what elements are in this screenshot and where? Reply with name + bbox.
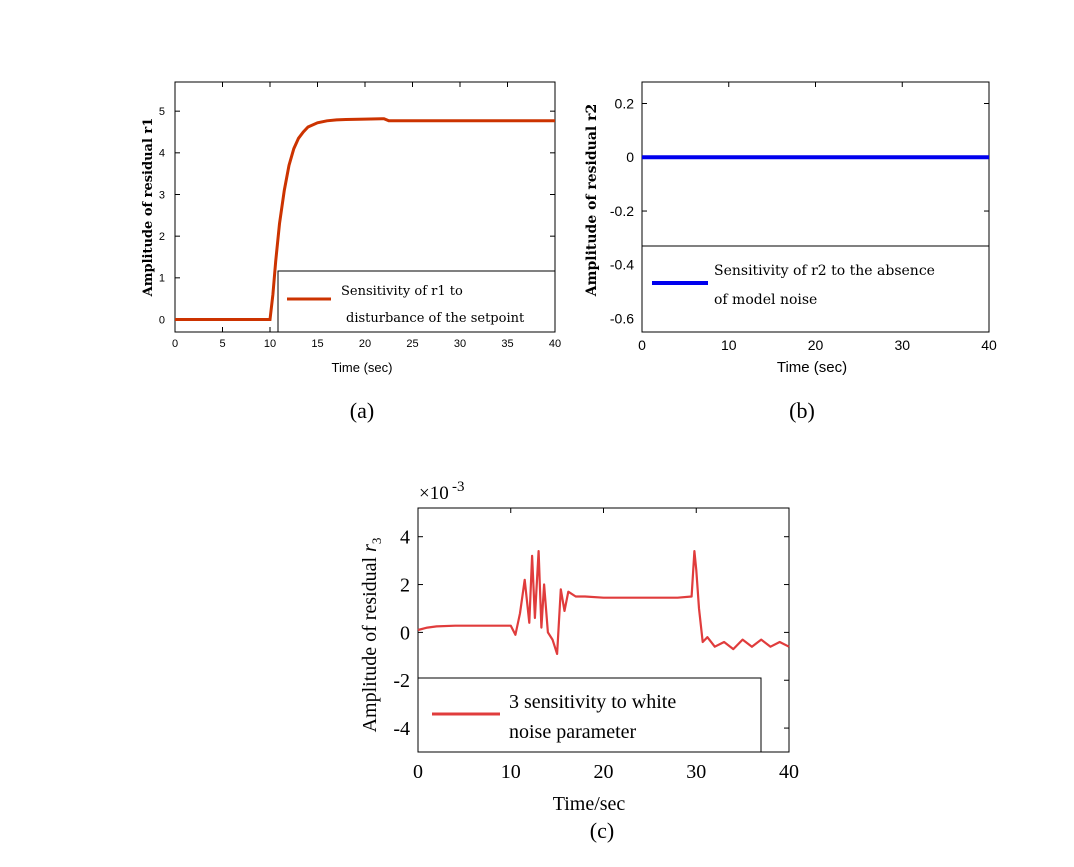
caption-b: (b) <box>789 398 815 423</box>
y-tick-label-c-1: 2 <box>400 575 410 597</box>
legend-c: 3 sensitivity to white noise parameter <box>417 677 762 753</box>
x-tick-label-b-2: 20 <box>808 337 824 353</box>
y-tick-label-b-1: 0 <box>626 149 634 165</box>
y-tick-label-b-4: -0.6 <box>610 310 634 326</box>
legend-a: Sensitivity of r1 to disturbance of the … <box>277 270 556 333</box>
legend-label-a-line1: Sensitivity of r1 to <box>341 284 463 299</box>
y-tick-label-c-0: 4 <box>400 527 410 549</box>
x-tick-label-a-2: 10 <box>264 338 276 350</box>
legend-label-a-line2: disturbance of the setpoint <box>346 311 525 326</box>
y-tick-label-a-5: 5 <box>159 106 165 118</box>
series-line-c <box>417 550 790 655</box>
y-tick-label-b-2: -0.2 <box>610 203 634 219</box>
x-tick-label-a-6: 30 <box>454 338 466 350</box>
multiplier-exponent: -3 <box>452 479 465 495</box>
x-tick-label-c-4: 40 <box>779 761 799 783</box>
y-tick-label-c-3: -2 <box>393 670 410 692</box>
x-tick-label-a-0: 0 <box>172 338 178 350</box>
y-tick-label-b-3: -0.4 <box>610 257 634 273</box>
multiplier-base: ×10 <box>419 483 449 504</box>
y-axis-label-c: Amplitude of residual r3 <box>359 538 384 733</box>
x-tick-labels-c: 0 10 20 30 40 <box>413 761 799 783</box>
x-tick-labels-a: 0 5 10 15 20 25 30 35 40 <box>172 338 561 350</box>
panel-c: 420-2-4 0 10 20 30 40 3 sensitivity to white… <box>359 479 799 843</box>
y-tick-label-a-0: 0 <box>159 314 165 326</box>
x-tick-label-c-1: 10 <box>501 761 521 783</box>
caption-a: (a) <box>350 398 374 423</box>
y-tick-label-a-2: 2 <box>159 231 165 243</box>
legend-b: Sensitivity of r2 to the absence of mode… <box>641 245 990 333</box>
x-tick-label-a-8: 40 <box>549 338 561 350</box>
legend-label-b-line1: Sensitivity of r2 to the absence <box>714 263 935 279</box>
x-tick-label-b-4: 40 <box>981 337 997 353</box>
x-tick-label-a-1: 5 <box>219 338 225 350</box>
x-tick-label-a-7: 35 <box>501 338 513 350</box>
multiplier-c: ×10 -3 <box>419 479 465 504</box>
y-tick-label-a-3: 3 <box>159 189 165 201</box>
panel-b: 0.2 0 -0.2 -0.4 -0.6 0 10 20 30 40 Sensitivity o… <box>584 81 997 423</box>
x-axis-label-a: Time (sec) <box>332 360 393 375</box>
x-tick-labels-b: 0 10 20 30 40 <box>638 337 997 353</box>
x-tick-label-b-1: 10 <box>721 337 737 353</box>
x-tick-label-b-0: 0 <box>638 337 646 353</box>
y-tick-label-b-0: 0.2 <box>615 95 635 111</box>
legend-label-b-line2: of model noise <box>714 292 817 308</box>
x-tick-label-b-3: 30 <box>894 337 910 353</box>
y-tick-labels-c: 4 2 0 -2 -4 <box>393 527 410 740</box>
x-tick-label-a-4: 20 <box>359 338 371 350</box>
caption-c: (c) <box>590 818 614 843</box>
x-axis-label-c: Time/sec <box>553 793 626 815</box>
x-tick-label-c-0: 0 <box>413 761 423 783</box>
x-axis-label-b: Time (sec) <box>777 359 847 376</box>
y-tick-labels-a: 0 1 2 3 4 5 <box>159 106 165 326</box>
x-tick-label-c-3: 30 <box>686 761 706 783</box>
legend-box-a <box>277 270 556 333</box>
legend-label-c-line2: noise parameter <box>509 721 636 743</box>
legend-label-c-line1: 3 sensitivity to white <box>509 691 676 713</box>
series-line-a <box>175 117 555 321</box>
y-tick-labels-b: 0.2 0 -0.2 -0.4 -0.6 <box>610 95 634 326</box>
x-tick-label-a-5: 25 <box>406 338 418 350</box>
panel-a: 0 1 2 3 4 5 0 5 10 15 20 25 30 35 40 Sensitivity of r… <box>141 81 561 423</box>
y-tick-label-c-4: -4 <box>393 718 410 740</box>
x-tick-label-c-2: 20 <box>594 761 614 783</box>
y-tick-label-a-1: 1 <box>159 273 165 285</box>
legend-box-b <box>641 245 990 333</box>
y-tick-label-c-2: 0 <box>400 622 410 644</box>
x-tick-label-a-3: 15 <box>311 338 323 350</box>
y-tick-label-a-4: 4 <box>159 148 165 160</box>
y-axis-label-b: Amplitude of residual r2 <box>584 104 600 297</box>
y-axis-label-a: Amplitude of residual r1 <box>141 118 156 298</box>
